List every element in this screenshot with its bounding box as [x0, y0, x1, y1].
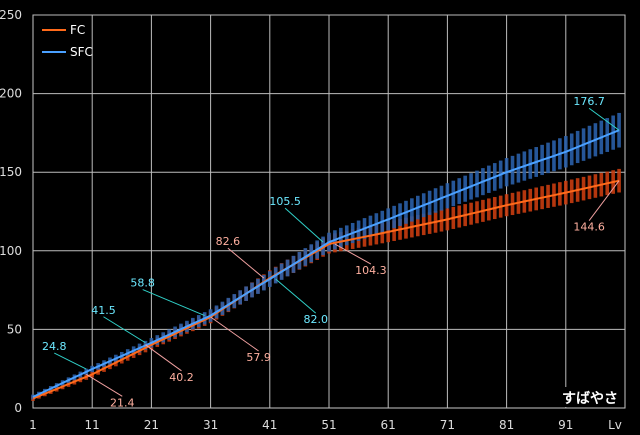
annotations: 24.8 41.5 58.8 82.0 105.5 176.7 21.4 40.2 57.9 82…	[42, 95, 605, 409]
series-line-fc	[32, 179, 620, 400]
grid	[33, 14, 625, 408]
y-tick-label: 0	[14, 401, 22, 415]
x-tick-label: 51	[321, 418, 336, 432]
x-tick-label: 1	[29, 418, 37, 432]
annotation-leader	[210, 316, 259, 352]
y-axis-ticks: 0 50 100 150 200 250	[0, 8, 22, 415]
x-axis-ticks: 1 11 21 31 41 51 61 71 81 91	[29, 418, 573, 432]
annotation-label: 58.8	[130, 277, 155, 290]
annotation-label: 82.0	[303, 313, 328, 326]
annotation-leader	[275, 278, 317, 314]
x-axis-label: Lv	[608, 418, 622, 432]
legend-label-fc: FC	[70, 23, 85, 37]
annotation-leader	[145, 344, 182, 372]
x-tick-label: 21	[144, 418, 159, 432]
annotation-label: 105.5	[269, 195, 301, 208]
legend: FC SFC	[42, 23, 93, 59]
x-tick-label: 71	[440, 418, 455, 432]
x-tick-label: 11	[85, 418, 100, 432]
series-lines	[32, 129, 620, 400]
annotation-leader	[227, 247, 265, 279]
annotation-leader	[284, 207, 324, 243]
x-tick-label: 41	[262, 418, 277, 432]
annotation-leader	[86, 373, 123, 397]
watermark-bg	[556, 387, 624, 407]
annotation-leader	[588, 107, 620, 131]
annotation-label: 24.8	[42, 340, 67, 353]
annotation-leader	[54, 352, 87, 370]
x-tick-label: 81	[499, 418, 514, 432]
y-tick-label: 200	[0, 87, 22, 101]
series-line-sfc	[32, 129, 620, 398]
annotation-label: 57.9	[246, 351, 271, 364]
annotation-leader	[588, 180, 620, 221]
y-tick-label: 250	[0, 8, 22, 22]
annotation-leader	[334, 243, 372, 265]
y-tick-label: 150	[0, 165, 22, 179]
x-tick-label: 91	[558, 418, 573, 432]
annotation-label: 82.6	[216, 235, 241, 248]
y-tick-label: 100	[0, 244, 22, 258]
annotation-leader	[142, 289, 205, 317]
y-tick-label: 50	[7, 322, 22, 336]
annotation-label: 144.6	[573, 221, 605, 234]
annotation-label: 21.4	[110, 396, 135, 409]
x-tick-label: 31	[203, 418, 218, 432]
annotation-leaders	[54, 107, 620, 397]
annotation-label: 104.3	[355, 264, 387, 277]
annotation-label: 40.2	[169, 371, 194, 384]
annotation-label: 41.5	[91, 304, 116, 317]
annotation-label: 176.7	[573, 95, 605, 108]
annotation-leader	[103, 316, 146, 344]
x-tick-label: 61	[381, 418, 396, 432]
legend-label-sfc: SFC	[70, 45, 93, 59]
watermark: すばやさ	[562, 391, 618, 407]
